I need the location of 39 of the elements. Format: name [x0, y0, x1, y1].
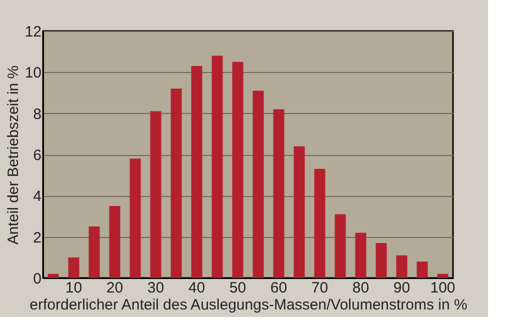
bar	[48, 274, 59, 278]
bar	[376, 243, 387, 278]
x-tick-label: 50	[229, 280, 246, 296]
y-tick-label: 4	[33, 188, 42, 206]
y-tick-label: 6	[33, 147, 42, 164]
y-tick-label: 12	[24, 24, 42, 40]
bar	[212, 56, 223, 278]
x-tick-label: 100	[430, 280, 456, 296]
bar	[109, 206, 120, 278]
bar	[68, 257, 80, 278]
bar	[252, 90, 264, 278]
bar	[314, 168, 326, 278]
bar	[355, 232, 366, 278]
x-tick-label: 20	[106, 280, 124, 296]
x-tick-label: 10	[65, 280, 82, 296]
bar	[130, 158, 141, 278]
x-tick-label: 90	[393, 280, 410, 296]
y-tick-label: 2	[33, 229, 42, 246]
bar	[334, 214, 346, 278]
x-tick-label: 70	[311, 280, 328, 296]
bar	[416, 262, 428, 278]
x-tick-label: 40	[188, 280, 206, 296]
bar	[150, 111, 162, 278]
bar	[170, 88, 182, 278]
y-tick-label: 0	[33, 270, 42, 288]
x-tick-label: 30	[147, 280, 164, 296]
x-tick-label: 60	[270, 280, 288, 296]
bar	[232, 62, 244, 278]
x-tick-label: 80	[352, 280, 370, 296]
y-tick-label: 10	[24, 64, 42, 82]
bar	[437, 274, 448, 278]
y-axis-title: Anteil der Betriebszeit in %	[4, 65, 22, 245]
x-axis-title: erforderlicher Anteil des Auslegungs-Massen/Volumenstroms in %	[30, 296, 468, 314]
bar	[294, 146, 305, 278]
bar	[88, 226, 100, 278]
y-tick-label: 8	[33, 106, 42, 123]
bar	[191, 66, 202, 278]
bar	[396, 255, 408, 278]
bar	[273, 109, 284, 278]
